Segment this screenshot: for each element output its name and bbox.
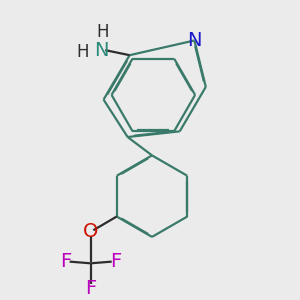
Text: O: O — [83, 222, 98, 241]
Text: H: H — [76, 43, 89, 61]
Text: N: N — [94, 41, 109, 60]
Text: F: F — [110, 252, 122, 271]
Text: N: N — [187, 31, 202, 50]
Text: H: H — [97, 23, 109, 41]
Text: F: F — [60, 252, 71, 271]
Text: F: F — [85, 279, 96, 298]
